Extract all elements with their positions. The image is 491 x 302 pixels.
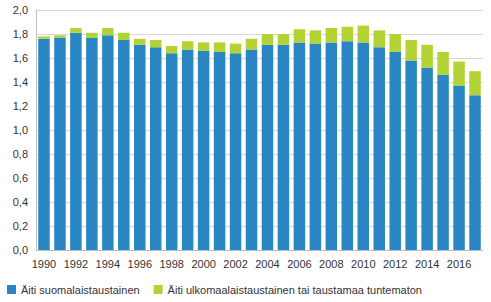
svg-text:1,0: 1,0: [13, 124, 28, 136]
svg-text:1990: 1990: [32, 258, 56, 270]
svg-text:2,0: 2,0: [13, 4, 28, 16]
svg-text:2010: 2010: [351, 258, 375, 270]
svg-text:0,2: 0,2: [13, 220, 28, 232]
svg-text:2002: 2002: [223, 258, 247, 270]
svg-text:1,2: 1,2: [13, 100, 28, 112]
svg-text:0,6: 0,6: [13, 172, 28, 184]
svg-text:1,4: 1,4: [13, 76, 28, 88]
svg-text:2000: 2000: [191, 258, 215, 270]
svg-text:2012: 2012: [383, 258, 407, 270]
svg-text:0,0: 0,0: [13, 244, 28, 256]
svg-text:2004: 2004: [255, 258, 279, 270]
svg-text:1996: 1996: [128, 258, 152, 270]
svg-text:0,4: 0,4: [13, 196, 28, 208]
svg-text:2016: 2016: [447, 258, 471, 270]
svg-text:Äiti ulkomaalaistaustainen tai: Äiti ulkomaalaistaustainen tai taustamaa…: [168, 284, 422, 296]
svg-text:1,6: 1,6: [13, 52, 28, 64]
svg-text:2008: 2008: [319, 258, 343, 270]
svg-text:1,8: 1,8: [13, 28, 28, 40]
svg-text:Äiti suomalaistaustainen: Äiti suomalaistaustainen: [21, 284, 140, 296]
svg-text:1998: 1998: [159, 258, 183, 270]
svg-text:0,8: 0,8: [13, 148, 28, 160]
svg-text:1992: 1992: [64, 258, 88, 270]
svg-text:2014: 2014: [415, 258, 439, 270]
svg-text:2006: 2006: [287, 258, 311, 270]
svg-text:1994: 1994: [96, 258, 120, 270]
